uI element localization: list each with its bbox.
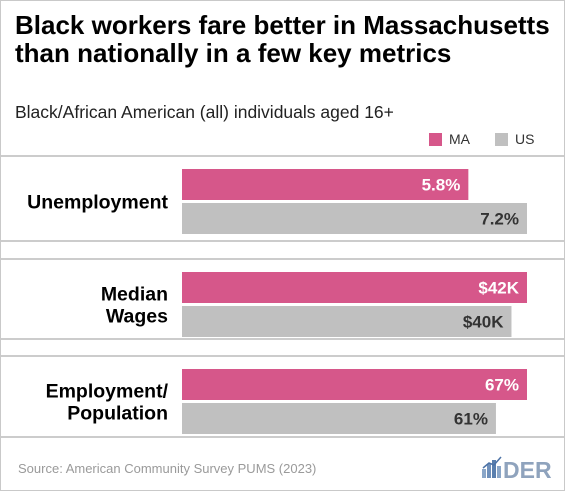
data-label: 7.2% — [480, 210, 519, 229]
bar-ma — [182, 272, 527, 303]
bar-ma — [182, 369, 527, 400]
data-label: 5.8% — [422, 176, 461, 195]
legend-swatch-us — [495, 132, 508, 146]
data-label: $40K — [463, 313, 504, 332]
source-note: Source: American Community Survey PUMS (… — [18, 461, 317, 476]
category-label: Unemployment — [27, 192, 168, 214]
logo-text: DER — [503, 457, 552, 480]
category-label: Wages — [106, 306, 168, 328]
category-label: Median — [101, 284, 168, 306]
legend-swatch-ma — [429, 132, 442, 146]
legend-item-us: US — [495, 131, 534, 147]
legend: MA US — [1, 131, 564, 151]
category-label: Employment/ — [46, 381, 169, 403]
legend-label-ma: MA — [449, 131, 470, 147]
bar-ma — [182, 169, 469, 200]
bar-us — [182, 306, 512, 337]
bar-us — [182, 403, 496, 434]
bar-us — [182, 203, 527, 234]
der-logo: DER — [482, 454, 554, 483]
category-label: Population — [67, 403, 168, 425]
data-label: $42K — [478, 279, 519, 298]
chart-subtitle: Black/African American (all) individuals… — [15, 102, 394, 122]
data-label: 67% — [485, 376, 519, 395]
bar-chart-icon: DER — [482, 456, 552, 483]
legend-item-ma: MA — [429, 131, 470, 147]
data-label: 61% — [454, 410, 488, 429]
chart-title: Black workers fare better in Massachuset… — [15, 10, 550, 68]
legend-label-us: US — [515, 131, 535, 147]
